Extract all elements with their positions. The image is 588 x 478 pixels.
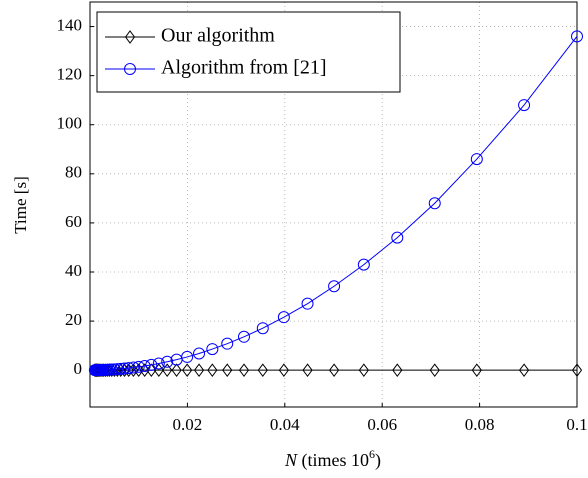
legend-marker (124, 30, 136, 44)
point (429, 363, 440, 378)
legend-label: Algorithm from [21] (161, 57, 327, 79)
point (182, 363, 193, 378)
x-axis-label-sup: 6 (369, 447, 375, 461)
point (328, 280, 341, 293)
point (108, 363, 121, 376)
point (152, 357, 165, 370)
point (277, 311, 290, 324)
legend-marker (124, 63, 136, 75)
point (237, 330, 250, 343)
y-tick-label: 100 (57, 114, 83, 133)
x-tick-label: 0.04 (270, 415, 300, 434)
point (518, 363, 530, 378)
legend-label: Our algorithm (161, 25, 275, 47)
point (392, 363, 403, 378)
y-tick-label: 60 (65, 212, 82, 231)
point (138, 359, 151, 372)
y-tick-label: 140 (57, 15, 83, 34)
point (221, 337, 234, 350)
x-tick-label: 0.08 (465, 415, 495, 434)
point (256, 322, 269, 335)
point (428, 197, 441, 210)
plot-frame (89, 1, 578, 408)
point (118, 362, 131, 375)
point (122, 362, 135, 375)
point (257, 363, 268, 378)
point (278, 363, 289, 378)
x-tick-label: 0.1 (566, 415, 587, 434)
point (222, 363, 233, 378)
point (145, 358, 158, 371)
point (238, 363, 250, 378)
point (161, 355, 174, 368)
point (171, 363, 182, 378)
y-tick-label: 20 (65, 310, 82, 329)
point (123, 363, 134, 378)
point (571, 30, 583, 43)
point (328, 363, 340, 378)
y-tick-label: 0 (74, 359, 83, 378)
point (207, 363, 218, 378)
point (193, 363, 205, 378)
x-axis-label-var: N (284, 450, 298, 470)
point (471, 363, 482, 378)
point (302, 363, 313, 378)
point (470, 153, 483, 166)
y-tick-label: 80 (65, 163, 82, 182)
x-axis-label: N (times 106) (284, 447, 381, 471)
point (391, 231, 404, 244)
point (357, 258, 370, 271)
point (571, 363, 583, 378)
x-tick-label: 0.06 (367, 415, 397, 434)
y-axis-label: Time [s] (11, 176, 30, 233)
x-axis-label-close: ) (375, 450, 381, 471)
x-axis-label-text: (times 10 (297, 450, 369, 471)
y-tick-label: 120 (57, 65, 83, 84)
point (301, 297, 314, 310)
point (358, 363, 369, 378)
point (132, 360, 145, 373)
legend-box (96, 11, 401, 93)
x-tick-label: 0.02 (173, 415, 203, 434)
point (114, 362, 127, 375)
point (206, 343, 219, 356)
point (518, 99, 531, 112)
y-tick-label: 40 (65, 261, 82, 280)
point (181, 350, 194, 363)
point (193, 347, 206, 360)
